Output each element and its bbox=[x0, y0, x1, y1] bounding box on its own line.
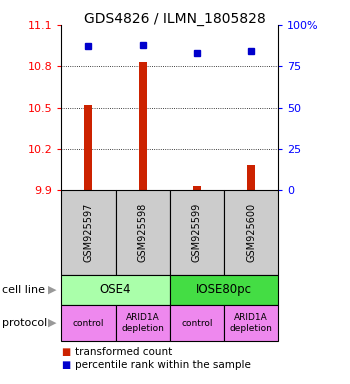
Text: GSM925600: GSM925600 bbox=[246, 203, 256, 262]
Text: GDS4826 / ILMN_1805828: GDS4826 / ILMN_1805828 bbox=[84, 12, 266, 26]
Bar bbox=[84, 105, 92, 190]
Text: control: control bbox=[181, 319, 213, 328]
Text: control: control bbox=[73, 319, 104, 328]
Bar bbox=[247, 165, 255, 190]
Bar bbox=[139, 62, 147, 190]
Text: ARID1A
depletion: ARID1A depletion bbox=[121, 313, 164, 333]
Text: ▶: ▶ bbox=[48, 318, 57, 328]
Text: ▶: ▶ bbox=[48, 285, 57, 295]
Text: ■: ■ bbox=[61, 347, 70, 357]
Text: protocol: protocol bbox=[2, 318, 47, 328]
Text: GSM925599: GSM925599 bbox=[192, 203, 202, 262]
Text: OSE4: OSE4 bbox=[100, 283, 131, 296]
Text: ARID1A
depletion: ARID1A depletion bbox=[230, 313, 273, 333]
Text: percentile rank within the sample: percentile rank within the sample bbox=[75, 360, 251, 370]
Text: GSM925598: GSM925598 bbox=[138, 203, 148, 262]
Text: ■: ■ bbox=[61, 360, 70, 370]
Text: IOSE80pc: IOSE80pc bbox=[196, 283, 252, 296]
Text: GSM925597: GSM925597 bbox=[83, 203, 93, 262]
Bar bbox=[193, 186, 201, 190]
Text: cell line: cell line bbox=[2, 285, 45, 295]
Text: transformed count: transformed count bbox=[75, 347, 173, 357]
